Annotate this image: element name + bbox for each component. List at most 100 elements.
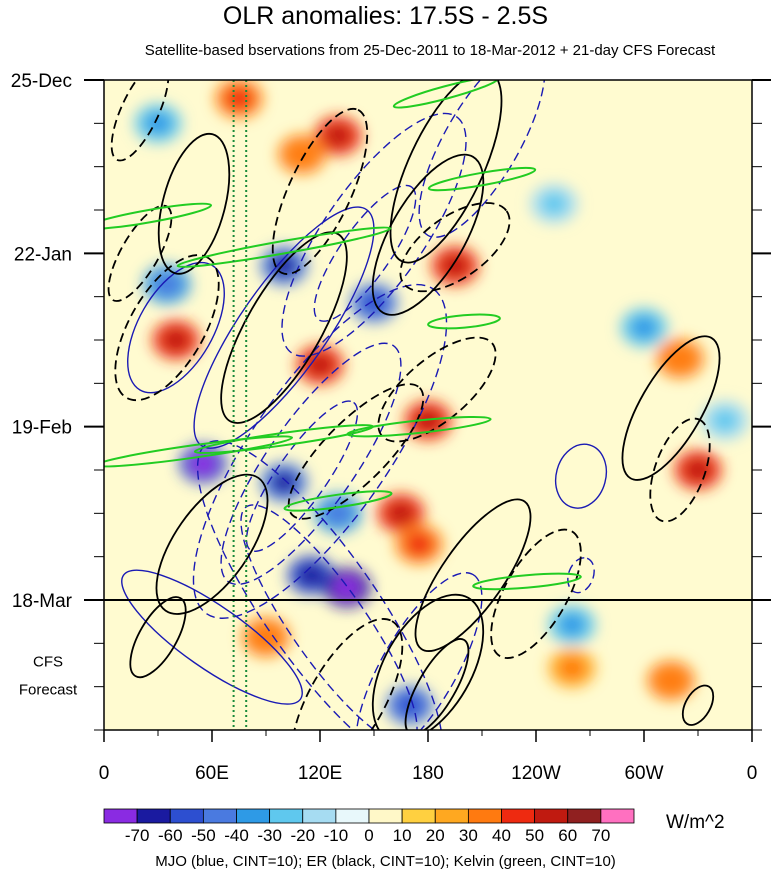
er-contour (649, 417, 711, 523)
forecast-label: CFS (33, 653, 63, 670)
er-contour (621, 335, 721, 481)
kelvin-contour (427, 166, 537, 192)
colorbar-swatch (368, 808, 403, 824)
colorbar-swatch (169, 808, 204, 824)
mjo-contour (313, 184, 417, 322)
colorbar-swatch (103, 808, 138, 824)
er-contour (404, 638, 470, 730)
kelvin-contour (472, 572, 582, 591)
kelvin-contour (283, 490, 393, 512)
er-contour (114, 254, 220, 402)
anomaly-core (712, 409, 738, 432)
anomaly-core (289, 143, 315, 166)
colorbar-swatch (567, 808, 602, 824)
colorbar-label: -10 (324, 826, 349, 845)
colorbar-label: 40 (492, 826, 511, 845)
anomaly-core (559, 657, 585, 680)
anomaly-core (667, 347, 693, 370)
mjo-contour (355, 572, 483, 730)
er-contour (399, 202, 511, 293)
anomaly-core (298, 564, 324, 587)
y-tick-label: 18-Mar (12, 591, 73, 612)
anomaly-core (307, 353, 333, 376)
x-tick-label: 0 (747, 763, 758, 784)
forecast-label: Forecast (19, 681, 78, 698)
er-contour (271, 107, 369, 275)
anomaly-core (397, 694, 423, 717)
anomaly-core (631, 316, 657, 339)
mjo-contour (554, 443, 608, 509)
x-tick-label: 0 (99, 763, 110, 784)
colorbar-swatch (202, 808, 237, 824)
er-contour (681, 684, 715, 726)
colorbar-swatch (501, 808, 536, 824)
mjo-contour (196, 440, 444, 730)
anomaly-core (271, 471, 297, 494)
x-tick-label: 120W (511, 763, 561, 784)
colorbar-label: -40 (224, 826, 249, 845)
colorbar-swatch (236, 808, 271, 824)
colorbar-label: 70 (591, 826, 610, 845)
y-tick-label: 19-Feb (12, 418, 72, 439)
chart-subtitle: Satellite-based bservations from 25-Dec-… (144, 42, 716, 59)
anomaly-core (658, 669, 684, 692)
anomaly-core (388, 502, 414, 525)
anomaly-core (253, 626, 279, 649)
colorbar-label: 0 (364, 826, 373, 845)
x-tick-label: 180 (412, 763, 444, 784)
kelvin-contour (392, 80, 500, 109)
contour-legend: MJO (blue, CINT=10); ER (black, CINT=10)… (155, 853, 616, 870)
colorbar-swatch (600, 808, 635, 824)
er-contour (371, 153, 485, 316)
mjo-contour (418, 80, 546, 238)
er-contour (129, 596, 187, 679)
x-tick-label: 60W (624, 763, 663, 784)
colorbar-swatch (401, 808, 436, 824)
x-tick-label: 120E (298, 763, 342, 784)
anomaly-core (559, 613, 585, 636)
colorbar-label: 50 (525, 826, 544, 845)
er-contour (220, 231, 348, 424)
kelvin-contour (346, 415, 492, 438)
colorbar-label: 60 (558, 826, 577, 845)
colorbar-swatch (467, 808, 502, 824)
anomaly-core (334, 576, 360, 599)
colorbar-swatch (269, 808, 304, 824)
kelvin-contour (104, 202, 213, 230)
anomaly-core (154, 273, 180, 296)
colorbar-label: 30 (459, 826, 478, 845)
colorbar-swatch (136, 808, 171, 824)
mjo-contour (220, 342, 402, 586)
er-contour (155, 473, 269, 615)
anomaly-core (163, 329, 189, 351)
er-contour (110, 80, 170, 162)
kelvin-contour (427, 313, 501, 330)
colorbar-label: -60 (158, 826, 183, 845)
colorbar-swatch (534, 808, 569, 824)
anomaly-core (541, 192, 567, 215)
mjo-contour (245, 400, 359, 552)
mjo-contour (281, 112, 467, 357)
colorbar-label: -70 (125, 826, 150, 845)
colorbar-label: 10 (393, 826, 412, 845)
colorbar-label: -20 (290, 826, 315, 845)
anomaly-core (325, 124, 351, 147)
er-contour (371, 593, 485, 730)
mjo-contour (121, 569, 303, 705)
anomaly-core (406, 533, 432, 556)
er-contour (157, 132, 231, 275)
colorbar-swatch (434, 808, 469, 824)
colorbar-label: 20 (426, 826, 445, 845)
mjo-contour (193, 206, 375, 449)
colorbar-units: W/m^2 (666, 812, 725, 833)
kelvin-contour (104, 435, 294, 468)
y-tick-label: 22-Jan (14, 244, 72, 265)
er-contour (389, 80, 503, 264)
colorbar-swatch (335, 808, 370, 824)
kelvin-contour (176, 226, 392, 268)
er-contour (414, 498, 532, 652)
colorbar-label: -30 (257, 826, 282, 845)
er-contour (490, 528, 582, 659)
colorbar-swatch (302, 808, 337, 824)
x-tick-label: 60E (195, 763, 229, 784)
